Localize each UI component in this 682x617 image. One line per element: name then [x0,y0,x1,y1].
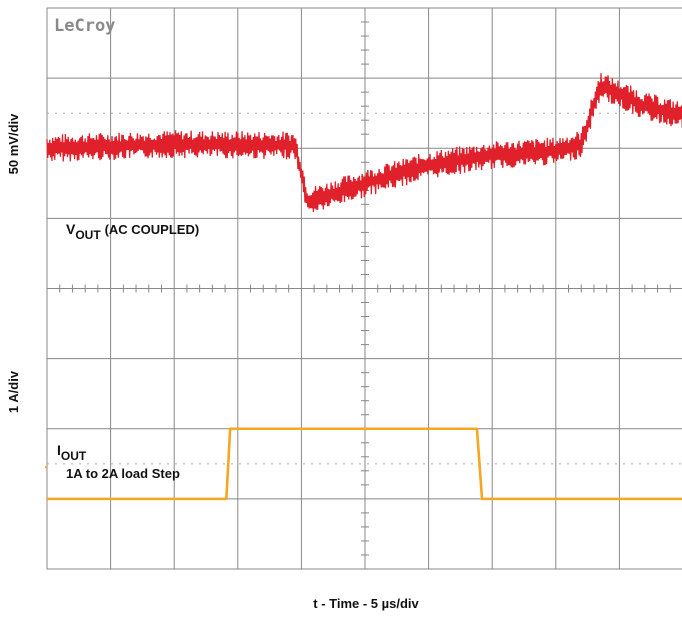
grid [46,7,682,570]
time-axis-label: t - Time - 5 µs/div [313,596,419,611]
iout-annotation: 1A to 2A load Step [66,466,180,481]
vout-series-label: VOUT (AC COUPLED) [66,221,199,242]
iout-trace [45,427,682,501]
vout-trace [46,73,682,212]
iout-series-label: IOUT [57,442,87,463]
vout-waveform [46,73,682,212]
iout-waveform [47,427,682,501]
iout-axis-label: 1 A/div [6,370,21,413]
vout-axis-label: 50 mV/div [6,113,21,174]
lecroy-logo: LeCroy [54,16,115,36]
